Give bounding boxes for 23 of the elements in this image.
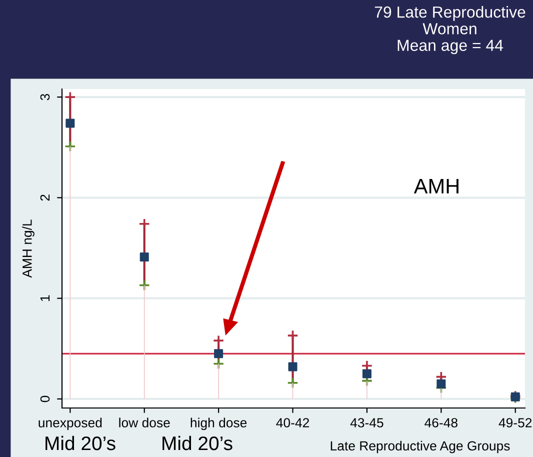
- point: [66, 118, 75, 128]
- y-tick-label: 0: [40, 396, 50, 402]
- x-axis-title: Late Reproductive Age Groups: [330, 440, 510, 454]
- point: [140, 252, 149, 262]
- chart-title: 79 Late Reproductive Women Mean age = 44: [374, 6, 526, 54]
- x-tick-label: 40-42: [276, 418, 309, 428]
- point: [362, 369, 372, 378]
- point: [436, 379, 446, 388]
- x-tick-label: unexposed: [38, 418, 102, 430]
- y-axis-title: AMH ng/L: [22, 220, 34, 278]
- y-tick-label: 3: [40, 94, 50, 100]
- x-tick-label: 46-48: [424, 418, 458, 428]
- text: Mid 20’s: [46, 436, 116, 450]
- text: Mid 20’s: [162, 436, 232, 450]
- x-tick-label: low dose: [119, 418, 170, 428]
- x-tick-label: 43-45: [350, 418, 384, 428]
- annotation: AMH: [414, 179, 458, 194]
- point: [214, 349, 224, 358]
- y-tick-label: 1: [40, 295, 50, 301]
- point: [288, 362, 298, 372]
- x-tick-label: 49-52: [498, 418, 532, 428]
- y-tick-label: 2: [40, 194, 50, 201]
- x-tick-label: high dose: [190, 418, 247, 430]
